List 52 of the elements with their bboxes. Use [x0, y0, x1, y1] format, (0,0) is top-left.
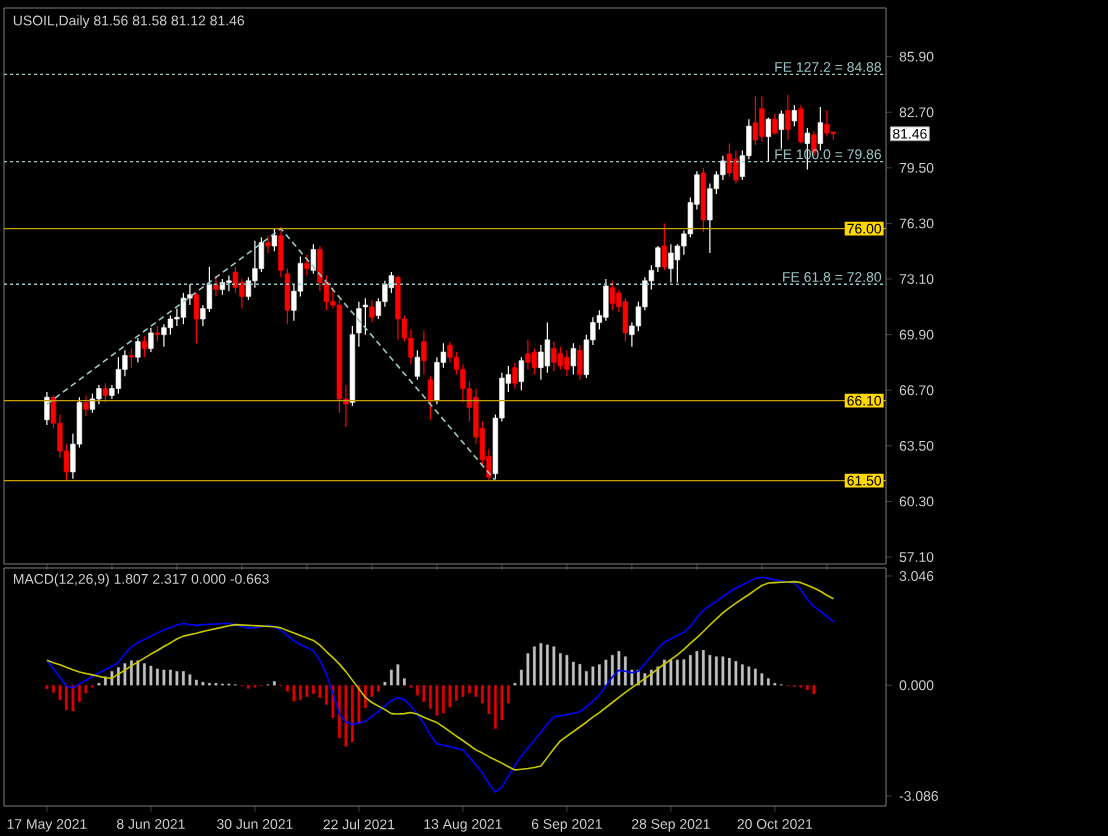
candlestick: [161, 323, 167, 348]
candlestick: [427, 375, 434, 421]
candlestick: [213, 274, 219, 298]
candlestick: [115, 356, 122, 395]
candlestick: [414, 349, 421, 381]
candlestick: [609, 280, 616, 311]
candlestick: [798, 104, 804, 145]
candlestick: [622, 297, 629, 343]
candlestick: [785, 94, 791, 141]
candlestick: [759, 96, 765, 143]
candlestick: [570, 342, 577, 376]
candlestick: [551, 340, 557, 372]
candlestick: [89, 393, 96, 414]
candlestick: [395, 274, 401, 341]
candlestick: [752, 96, 759, 146]
candlestick: [817, 106, 824, 152]
candlestick: [148, 327, 154, 353]
candlestick: [668, 243, 674, 284]
candlestick: [661, 222, 668, 271]
candlestick: [44, 391, 50, 426]
candlestick: [791, 104, 798, 127]
candlestick: [265, 235, 271, 254]
candlestick: [824, 109, 830, 138]
candlestick: [102, 382, 109, 404]
candlestick: [765, 116, 772, 162]
candlestick: [557, 346, 564, 370]
candlestick: [193, 292, 200, 344]
candlestick: [128, 347, 135, 369]
candlestick: [135, 337, 141, 364]
candlestick: [96, 384, 102, 405]
candlestick: [141, 335, 148, 358]
candlestick: [310, 243, 317, 275]
candlestick: [271, 228, 278, 252]
candlestick: [772, 113, 778, 136]
candlestick: [180, 292, 187, 325]
candlestick: [421, 330, 427, 376]
candlestick: [603, 278, 609, 322]
candlestick: [726, 142, 733, 178]
candlestick: [512, 361, 518, 390]
candlestick: [577, 344, 583, 381]
candlestick: [700, 167, 707, 233]
candlestick: [531, 347, 538, 376]
candlestick: [544, 321, 551, 374]
candlestick: [778, 109, 785, 150]
candlestick: [518, 356, 525, 391]
candlestick: [226, 274, 232, 292]
candlestick: [369, 299, 375, 324]
candlestick: [304, 254, 310, 277]
candlestick: [564, 349, 570, 377]
candlestick: [83, 394, 89, 417]
candlestick: [733, 149, 739, 185]
candlestick: [525, 339, 531, 370]
